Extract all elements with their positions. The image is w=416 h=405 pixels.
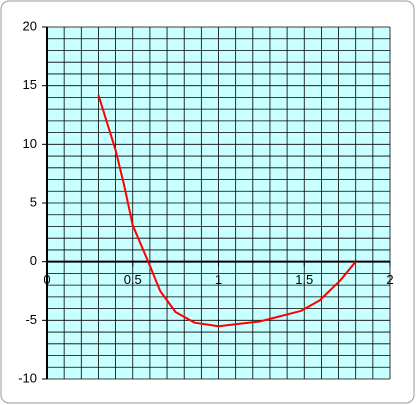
y-tick-label: -10 xyxy=(18,370,37,385)
x-tick-label: 2 xyxy=(386,272,393,287)
x-tick-label: 1 xyxy=(215,272,222,287)
x-tick-label: 0 xyxy=(43,272,50,287)
y-tick-label: -5 xyxy=(25,312,37,327)
y-tick-label: 20 xyxy=(23,18,37,33)
y-tick-label: 5 xyxy=(30,194,37,209)
y-tick-label: 10 xyxy=(23,136,37,151)
x-tick-label: 1.5 xyxy=(295,272,313,287)
y-tick-label: 15 xyxy=(23,77,37,92)
x-tick-label: 0.5 xyxy=(124,272,142,287)
line xyxy=(97,94,357,328)
y-tick-label: 0 xyxy=(30,253,37,268)
